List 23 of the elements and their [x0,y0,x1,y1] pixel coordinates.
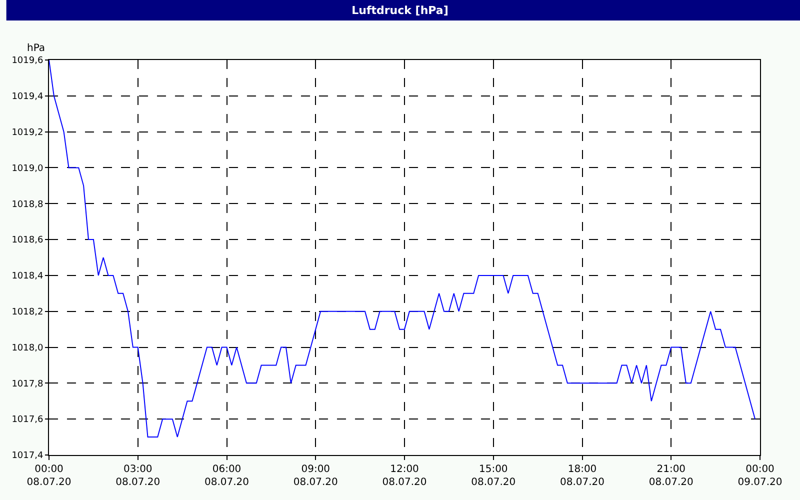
y-tick-label: 1017,4 [12,451,44,462]
y-tick-label: 1017,8 [12,379,44,390]
y-axis-title: hPa [27,43,46,54]
x-tick-label: 18:00 08.07.20 [560,464,605,488]
x-tick-label: 03:00 08.07.20 [116,464,160,488]
x-tick-label: 06:00 08.07.20 [204,464,250,488]
y-tick-label: 1018,2 [12,308,44,318]
x-tick-label: 12:00 08.07.20 [382,464,427,488]
x-tick-label: 15:00 08.07.20 [471,464,516,488]
y-tick-label: 1018,6 [12,236,44,246]
y-tick-label: 1017,6 [12,415,44,426]
y-tick-label: 1019,0 [12,164,44,174]
x-tick-label: 21:00 08.07.20 [648,464,694,488]
y-tick-label: 1019,2 [12,128,44,138]
y-tick-label: 1019,4 [12,92,44,102]
y-tick-label: 1018,8 [12,200,44,210]
x-tick-label: 00:00 09.07.20 [738,464,782,488]
y-tick-label: 1018,0 [12,343,44,354]
chart-title: Luftdruck [hPa] [352,4,448,17]
y-tick-label: 1018,4 [12,272,44,282]
x-tick-label: 00:00 08.07.20 [26,464,72,488]
x-tick-label: 09:00 08.07.20 [293,464,338,488]
y-tick-label: 1019,6 [12,56,44,66]
